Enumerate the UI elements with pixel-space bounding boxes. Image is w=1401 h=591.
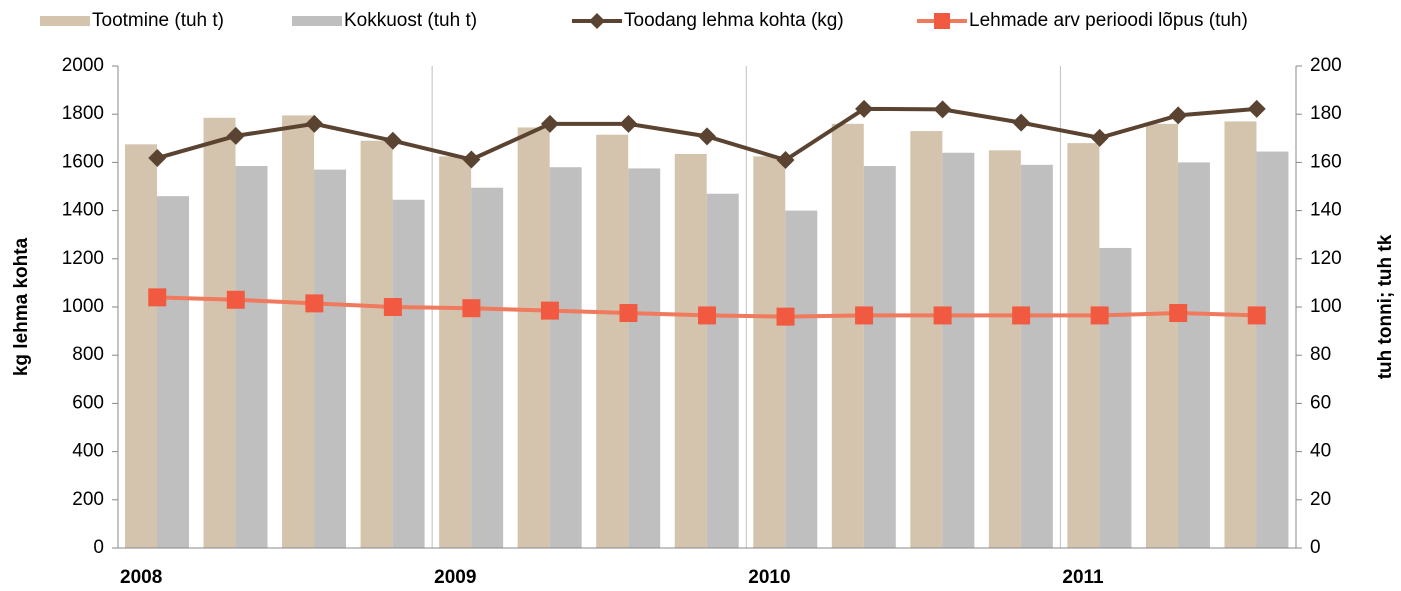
legend-label: Tootmine (tuh t) <box>92 10 224 31</box>
line-marker <box>1012 306 1031 325</box>
bar <box>517 127 550 548</box>
bar <box>831 123 864 548</box>
bar <box>549 167 582 548</box>
bar <box>1145 123 1178 548</box>
legend-marker <box>589 13 605 29</box>
line-marker <box>1169 304 1188 323</box>
line-marker <box>540 114 559 133</box>
bar <box>1256 151 1289 548</box>
bar <box>863 166 896 548</box>
y2-tick-label: 80 <box>1310 344 1331 365</box>
y2-tick-label: 0 <box>1310 537 1321 558</box>
bar <box>1177 162 1210 548</box>
line-marker <box>305 294 324 313</box>
x-tick-label: 2008 <box>120 567 162 588</box>
line-marker <box>226 126 245 145</box>
line-marker <box>1247 306 1266 325</box>
legend-marker <box>934 13 950 29</box>
line-marker <box>383 298 402 316</box>
y-axis-title: kg lehma kohta <box>11 237 32 376</box>
line-marker <box>148 288 167 307</box>
bar <box>910 131 943 548</box>
bar <box>1099 247 1132 548</box>
line-marker <box>383 131 402 150</box>
bar <box>203 117 236 548</box>
bar <box>753 156 786 548</box>
line-marker <box>933 306 952 325</box>
legend-swatch <box>292 16 342 26</box>
y-tick-label: 400 <box>72 441 104 462</box>
bar <box>988 150 1021 548</box>
x-tick-label: 2011 <box>1062 567 1104 588</box>
line-marker <box>1012 113 1031 132</box>
line-marker <box>226 290 245 309</box>
line-marker <box>1090 306 1109 325</box>
line-marker <box>698 306 716 325</box>
y2-tick-label: 180 <box>1310 103 1342 124</box>
legend-label: Kokkuost (tuh t) <box>344 10 477 31</box>
bar <box>125 144 157 548</box>
y2-tick-label: 160 <box>1310 151 1342 172</box>
line-marker <box>305 114 324 133</box>
y2-tick-label: 120 <box>1310 248 1342 269</box>
x-tick-label: 2010 <box>748 567 790 588</box>
bar <box>439 156 472 548</box>
y-tick-label: 1800 <box>62 103 104 124</box>
y-tick-label: 1600 <box>62 151 104 172</box>
bar <box>392 199 425 548</box>
line-marker <box>933 100 952 119</box>
y2-tick-label: 100 <box>1310 296 1342 317</box>
y2-tick-label: 60 <box>1310 392 1331 413</box>
bar <box>282 115 315 548</box>
y-tick-label: 1200 <box>62 248 104 269</box>
line-marker <box>540 301 559 320</box>
y-tick-label: 0 <box>93 537 104 558</box>
bar <box>942 152 975 548</box>
line-marker <box>855 99 874 118</box>
bar <box>471 187 504 548</box>
line-marker <box>1247 99 1266 118</box>
y2-tick-label: 140 <box>1310 200 1342 221</box>
line-marker <box>462 299 481 318</box>
y2-tick-label: 200 <box>1310 55 1342 76</box>
y2-tick-label: 40 <box>1310 441 1331 462</box>
y-tick-label: 200 <box>72 489 104 510</box>
y-tick-label: 1000 <box>62 296 104 317</box>
bar <box>235 166 268 548</box>
line-marker <box>855 306 874 325</box>
bar <box>1020 164 1053 548</box>
bar <box>628 168 661 549</box>
bar <box>314 169 347 548</box>
bar <box>785 210 818 548</box>
line-marker <box>1169 106 1188 125</box>
line-marker <box>1090 128 1109 147</box>
line-marker <box>619 304 638 323</box>
line-marker <box>619 114 638 133</box>
bar <box>1067 143 1100 548</box>
line-marker <box>462 150 481 169</box>
line-marker <box>776 150 795 169</box>
legend-label: Toodang lehma kohta (kg) <box>624 10 844 31</box>
y-tick-label: 1400 <box>62 200 104 221</box>
y-tick-label: 600 <box>72 392 104 413</box>
bar <box>1224 121 1257 549</box>
legend-label: Lehmade arv perioodi lõpus (tuh) <box>969 10 1248 31</box>
bar <box>157 196 189 548</box>
y-tick-label: 800 <box>72 344 104 365</box>
bar <box>674 153 707 548</box>
y2-axis-title: tuh tonni; tuh tk <box>1375 234 1396 379</box>
x-tick-label: 2009 <box>434 567 476 588</box>
y2-tick-label: 20 <box>1310 489 1331 510</box>
bar <box>596 134 629 548</box>
line-marker <box>148 149 167 168</box>
bar <box>360 140 393 548</box>
line-marker <box>698 127 716 146</box>
legend-swatch <box>40 16 90 26</box>
line-marker <box>776 307 795 326</box>
bar <box>706 193 739 549</box>
y-tick-label: 2000 <box>62 55 104 76</box>
